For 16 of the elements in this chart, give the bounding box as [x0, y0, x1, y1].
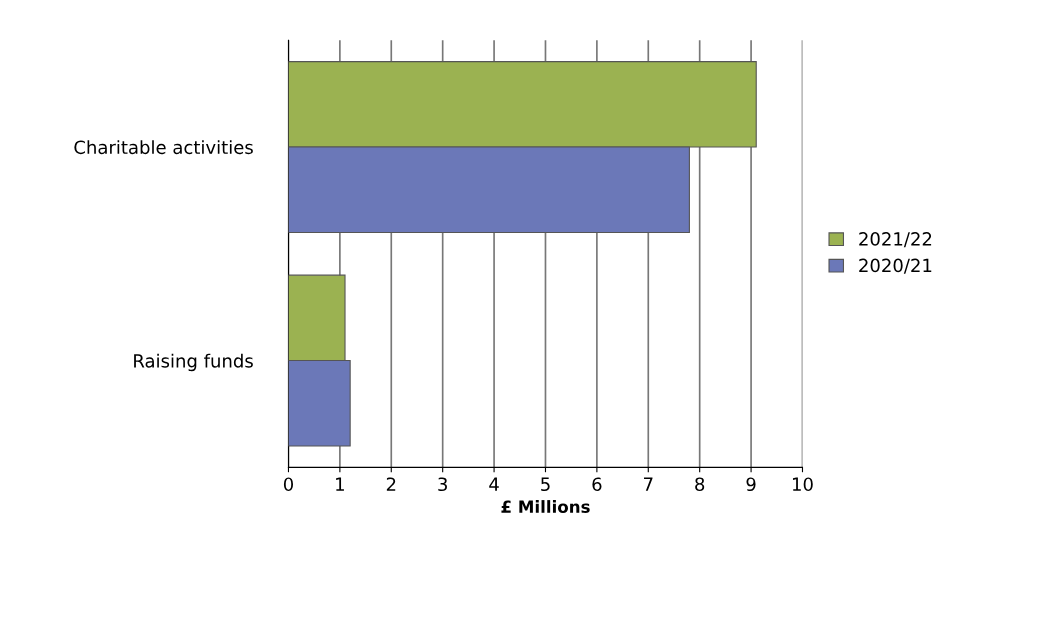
x-tick-label: 8	[695, 477, 705, 492]
x-tick-label: 1	[336, 477, 344, 491]
x-tick-label: 2	[386, 477, 396, 491]
y-tick-label: Raising funds	[134, 353, 253, 372]
x-tick-label: 7	[644, 477, 653, 491]
x-tick-label: 3	[438, 477, 447, 492]
x-tick-label: 6	[592, 477, 602, 492]
y-tick-label: Charitable activities	[74, 140, 253, 155]
x-axis-title: £ Millions	[501, 500, 590, 513]
legend-label: 2020/21	[859, 258, 932, 274]
x-tick-label: 5	[541, 477, 550, 492]
x-tick-label: 4	[489, 477, 499, 491]
x-tick-label: 0	[283, 477, 294, 492]
legend-label: 2021/22	[859, 232, 932, 248]
x-tick-label: 10	[792, 477, 813, 492]
x-tick-label: 9	[746, 477, 756, 492]
